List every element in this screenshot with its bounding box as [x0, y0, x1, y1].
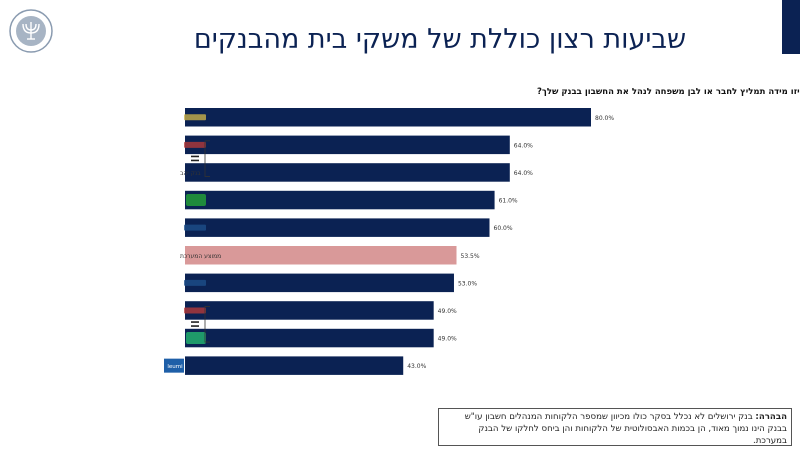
- bar: [185, 163, 510, 182]
- bank-logo-icon: [184, 224, 206, 231]
- corner-accent-bar: [782, 0, 800, 54]
- bar-value-label: 60.0%: [494, 225, 513, 232]
- bar-value-label: 49.0%: [438, 336, 457, 343]
- bar-value-label: 80.0%: [595, 115, 614, 122]
- bar-value-label: 61.0%: [499, 198, 518, 205]
- menorah-seal-icon: [9, 9, 53, 53]
- bank-logo-icon: [184, 114, 206, 121]
- chart-title: באיזו מידה תמליץ לחבר או לבן משפחה לנהל …: [537, 87, 800, 97]
- bank-logo-icon: [184, 141, 206, 148]
- leumi-logo-icon: [164, 358, 184, 373]
- bank-logo-icon: [186, 194, 206, 207]
- bar-value-label: 49.0%: [438, 308, 457, 315]
- bracket: [204, 140, 210, 177]
- category-label: ממוצע המערכת: [180, 253, 221, 260]
- bar-value-label: 43.0%: [407, 363, 426, 370]
- category-label: בנק יהב: [180, 170, 201, 177]
- bar-value-label: 53.0%: [458, 280, 477, 287]
- bar: [185, 218, 490, 237]
- bar-value-label: 53.5%: [461, 253, 480, 260]
- bracket: [204, 306, 210, 343]
- bar: [185, 301, 434, 320]
- footnote-box: הבהרה: בנק ירושלים לא נכלל בסקר כולו מכי…: [438, 408, 792, 446]
- bar: [185, 356, 404, 375]
- footnote-bold: הבהרה:: [755, 412, 787, 422]
- bar: [185, 135, 510, 155]
- page-title: שביעות רצון כוללת של משקי בית מהבנקים: [193, 24, 687, 56]
- bar-value-label: 64.0%: [514, 142, 533, 149]
- bar-value-label: 64.0%: [514, 170, 533, 177]
- bar: [185, 108, 591, 127]
- bar: [185, 190, 495, 210]
- category-label: leumi: [167, 364, 183, 370]
- bar: [185, 328, 434, 348]
- equals-icon: [191, 321, 199, 323]
- equals-icon: [191, 159, 199, 162]
- bank-logo-icon: [184, 307, 206, 314]
- footnote-text: בנק ירושלים לא נכלל בסקר כולו מכיוון שמס…: [464, 412, 787, 446]
- bank-logo-icon: [184, 279, 206, 286]
- bar: [185, 246, 457, 265]
- equals-icon: [191, 155, 199, 158]
- bar: [185, 273, 454, 293]
- equals-icon: [191, 325, 199, 327]
- bank-logo-icon: [186, 332, 206, 345]
